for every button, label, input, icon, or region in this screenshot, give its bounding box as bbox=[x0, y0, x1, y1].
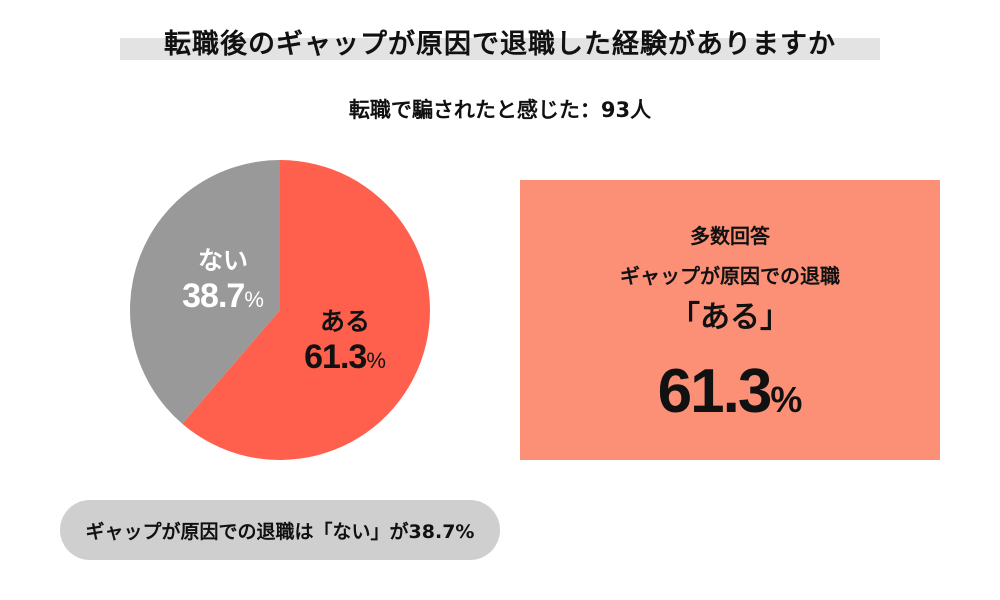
majority-box-percentage: 61.3% bbox=[520, 356, 940, 427]
slice-label-aru: ある 61.3% bbox=[290, 307, 400, 384]
pie-slice-aru bbox=[182, 160, 431, 460]
majority-box-value: 61.3 bbox=[657, 357, 773, 426]
majority-box-unit: % bbox=[770, 379, 803, 420]
pie-slices-group bbox=[129, 160, 431, 460]
title-highlight-band bbox=[120, 38, 880, 60]
majority-answer-box: 多数回答 ギャップが原因での退職 「ある」 61.3% bbox=[520, 180, 940, 460]
slice-label-aru-name: ある bbox=[319, 307, 370, 336]
slice-label-aru-value: 61.3 bbox=[304, 338, 367, 376]
majority-box-topic: ギャップが原因での退職 bbox=[620, 264, 840, 288]
pie-slice-nai bbox=[129, 160, 280, 424]
slice-label-nai-unit: % bbox=[244, 287, 264, 312]
majority-box-answer: 「ある」 bbox=[670, 300, 790, 335]
slice-label-nai: ない 38.7% bbox=[168, 246, 278, 323]
slice-label-nai-value: 38.7 bbox=[182, 277, 245, 315]
footnote-pill: ギャップが原因での退職は「ない」が38.7% bbox=[60, 500, 500, 560]
slice-label-aru-unit: % bbox=[366, 348, 386, 373]
footnote-text: ギャップが原因での退職は「ない」が38.7% bbox=[85, 521, 475, 543]
majority-box-heading: 多数回答 bbox=[690, 224, 770, 248]
chart-subtitle: 転職で騙されたと感じた：93人 bbox=[348, 98, 652, 122]
chart-title: 転職後のギャップが原因で退職した経験がありますか bbox=[164, 29, 836, 60]
slice-label-nai-name: ない bbox=[197, 246, 248, 275]
